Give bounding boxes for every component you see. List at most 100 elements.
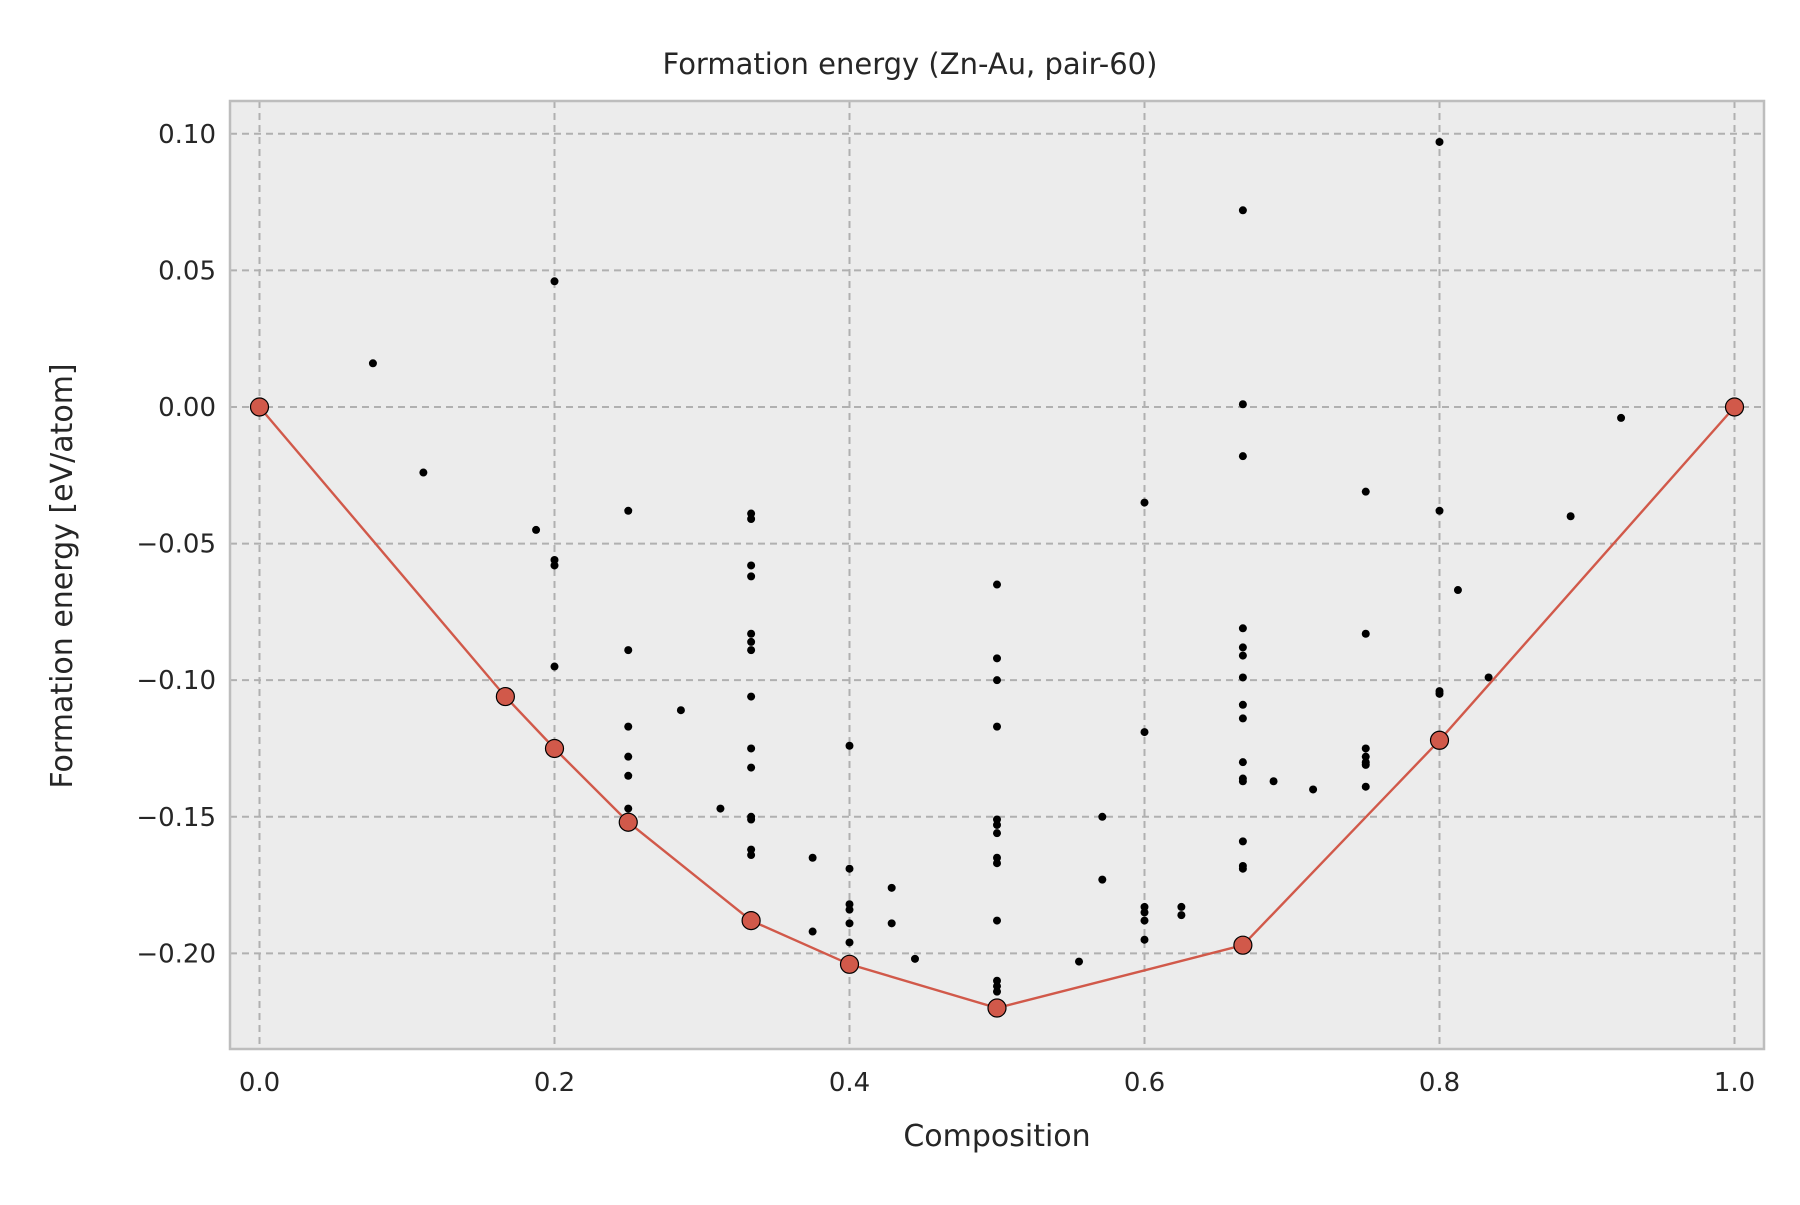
structure-point [747,572,756,581]
x-tick-label: 0.6 [1124,1068,1165,1098]
structure-point [1453,586,1462,595]
y-tick-label: −0.15 [136,803,216,833]
structure-point [1140,498,1149,507]
structure-point [1238,837,1247,846]
structure-point [1177,911,1186,920]
structure-point [1435,689,1444,698]
hull-point [249,397,270,417]
structure-point [1238,777,1247,786]
structure-point [993,859,1001,868]
hull-point [741,910,761,931]
structure-point [1238,714,1247,723]
y-axis-label: Formation energy [eV/atom] [45,363,80,788]
structure-point [1238,624,1247,633]
structure-point [747,851,756,860]
structure-point [1177,902,1186,911]
hull-point [1429,730,1450,750]
y-tick-label: 0.05 [158,256,216,286]
hull-point [839,954,860,974]
structure-point [747,514,756,523]
hull-series [249,397,1745,1018]
x-axis-label: Composition [903,1119,1090,1154]
y-tick-label: −0.20 [136,939,216,969]
hull-point [1724,397,1745,417]
structure-point [624,771,633,780]
structure-point [550,561,559,570]
x-tick-label: 0.4 [829,1068,870,1098]
structure-point [1098,812,1107,821]
structure-point [845,741,854,750]
structure-point [1098,875,1107,884]
structure-point [532,525,541,534]
structure-point [993,829,1001,838]
structure-point [624,646,633,655]
structure-point [1075,957,1084,966]
scatter-series [368,137,1626,996]
y-tick-label: −0.10 [136,666,216,696]
structure-point [1140,728,1149,737]
structure-point [1238,452,1247,461]
structure-point [887,919,896,928]
structure-point [1140,908,1149,917]
hull-point [1233,935,1253,955]
structure-point [624,722,633,731]
structure-point [624,752,633,761]
x-tick-label: 0.8 [1419,1068,1460,1098]
structure-point [1269,777,1278,786]
x-tick-label: 0.0 [239,1068,280,1098]
structure-point [747,637,756,646]
structure-point [808,927,817,936]
structure-point [1309,785,1318,794]
x-tick-label: 1.0 [1714,1068,1755,1098]
x-tick-label: 0.2 [534,1068,575,1098]
structure-point [845,919,854,928]
structure-point [1566,512,1575,521]
structure-point [747,815,756,824]
structure-point [747,646,756,655]
structure-point [747,763,756,772]
plot-frame [228,99,1766,1051]
structure-point [676,706,685,715]
structure-point [550,277,559,286]
structure-point [993,580,1001,589]
structure-point [1238,673,1247,682]
structure-point [1361,744,1370,753]
y-tick-label: 0.10 [158,120,216,150]
structure-point [1435,506,1444,515]
structure-point [845,938,854,947]
structure-point [993,722,1001,731]
structure-point [747,692,756,701]
structure-point [993,916,1001,925]
structure-point [550,662,559,671]
structure-point [845,905,854,914]
structure-point [1238,206,1247,215]
chart-title: Formation energy (Zn-Au, pair-60) [663,47,1158,81]
structure-point [747,561,756,570]
structure-point [1238,758,1247,767]
structure-point [716,804,725,813]
structure-point [624,804,633,813]
hull-point [495,686,515,707]
ticks: 0.0 0.2 0.4 0.6 0.8 1.0 0.10 0.05 0.00 −0.05 −0.10… [136,120,1755,1098]
structure-point [1484,673,1493,682]
structure-point [1140,935,1149,944]
grid [230,101,1764,1049]
plot-background [230,101,1764,1049]
structure-point [1435,137,1444,146]
structure-point [1617,413,1626,422]
structure-point [808,853,817,862]
structure-point [1238,643,1247,652]
structure-point [1238,700,1247,709]
structure-point [1238,651,1247,660]
structure-point [368,359,377,368]
structure-point [1238,400,1247,409]
hull-point [618,812,638,832]
structure-point [993,654,1001,663]
structure-point [887,883,896,892]
y-tick-label: −0.05 [136,530,216,560]
hull-point [987,998,1007,1018]
y-tick-label: 0.00 [158,393,216,423]
structure-point [1361,487,1370,496]
structure-point [910,954,919,963]
